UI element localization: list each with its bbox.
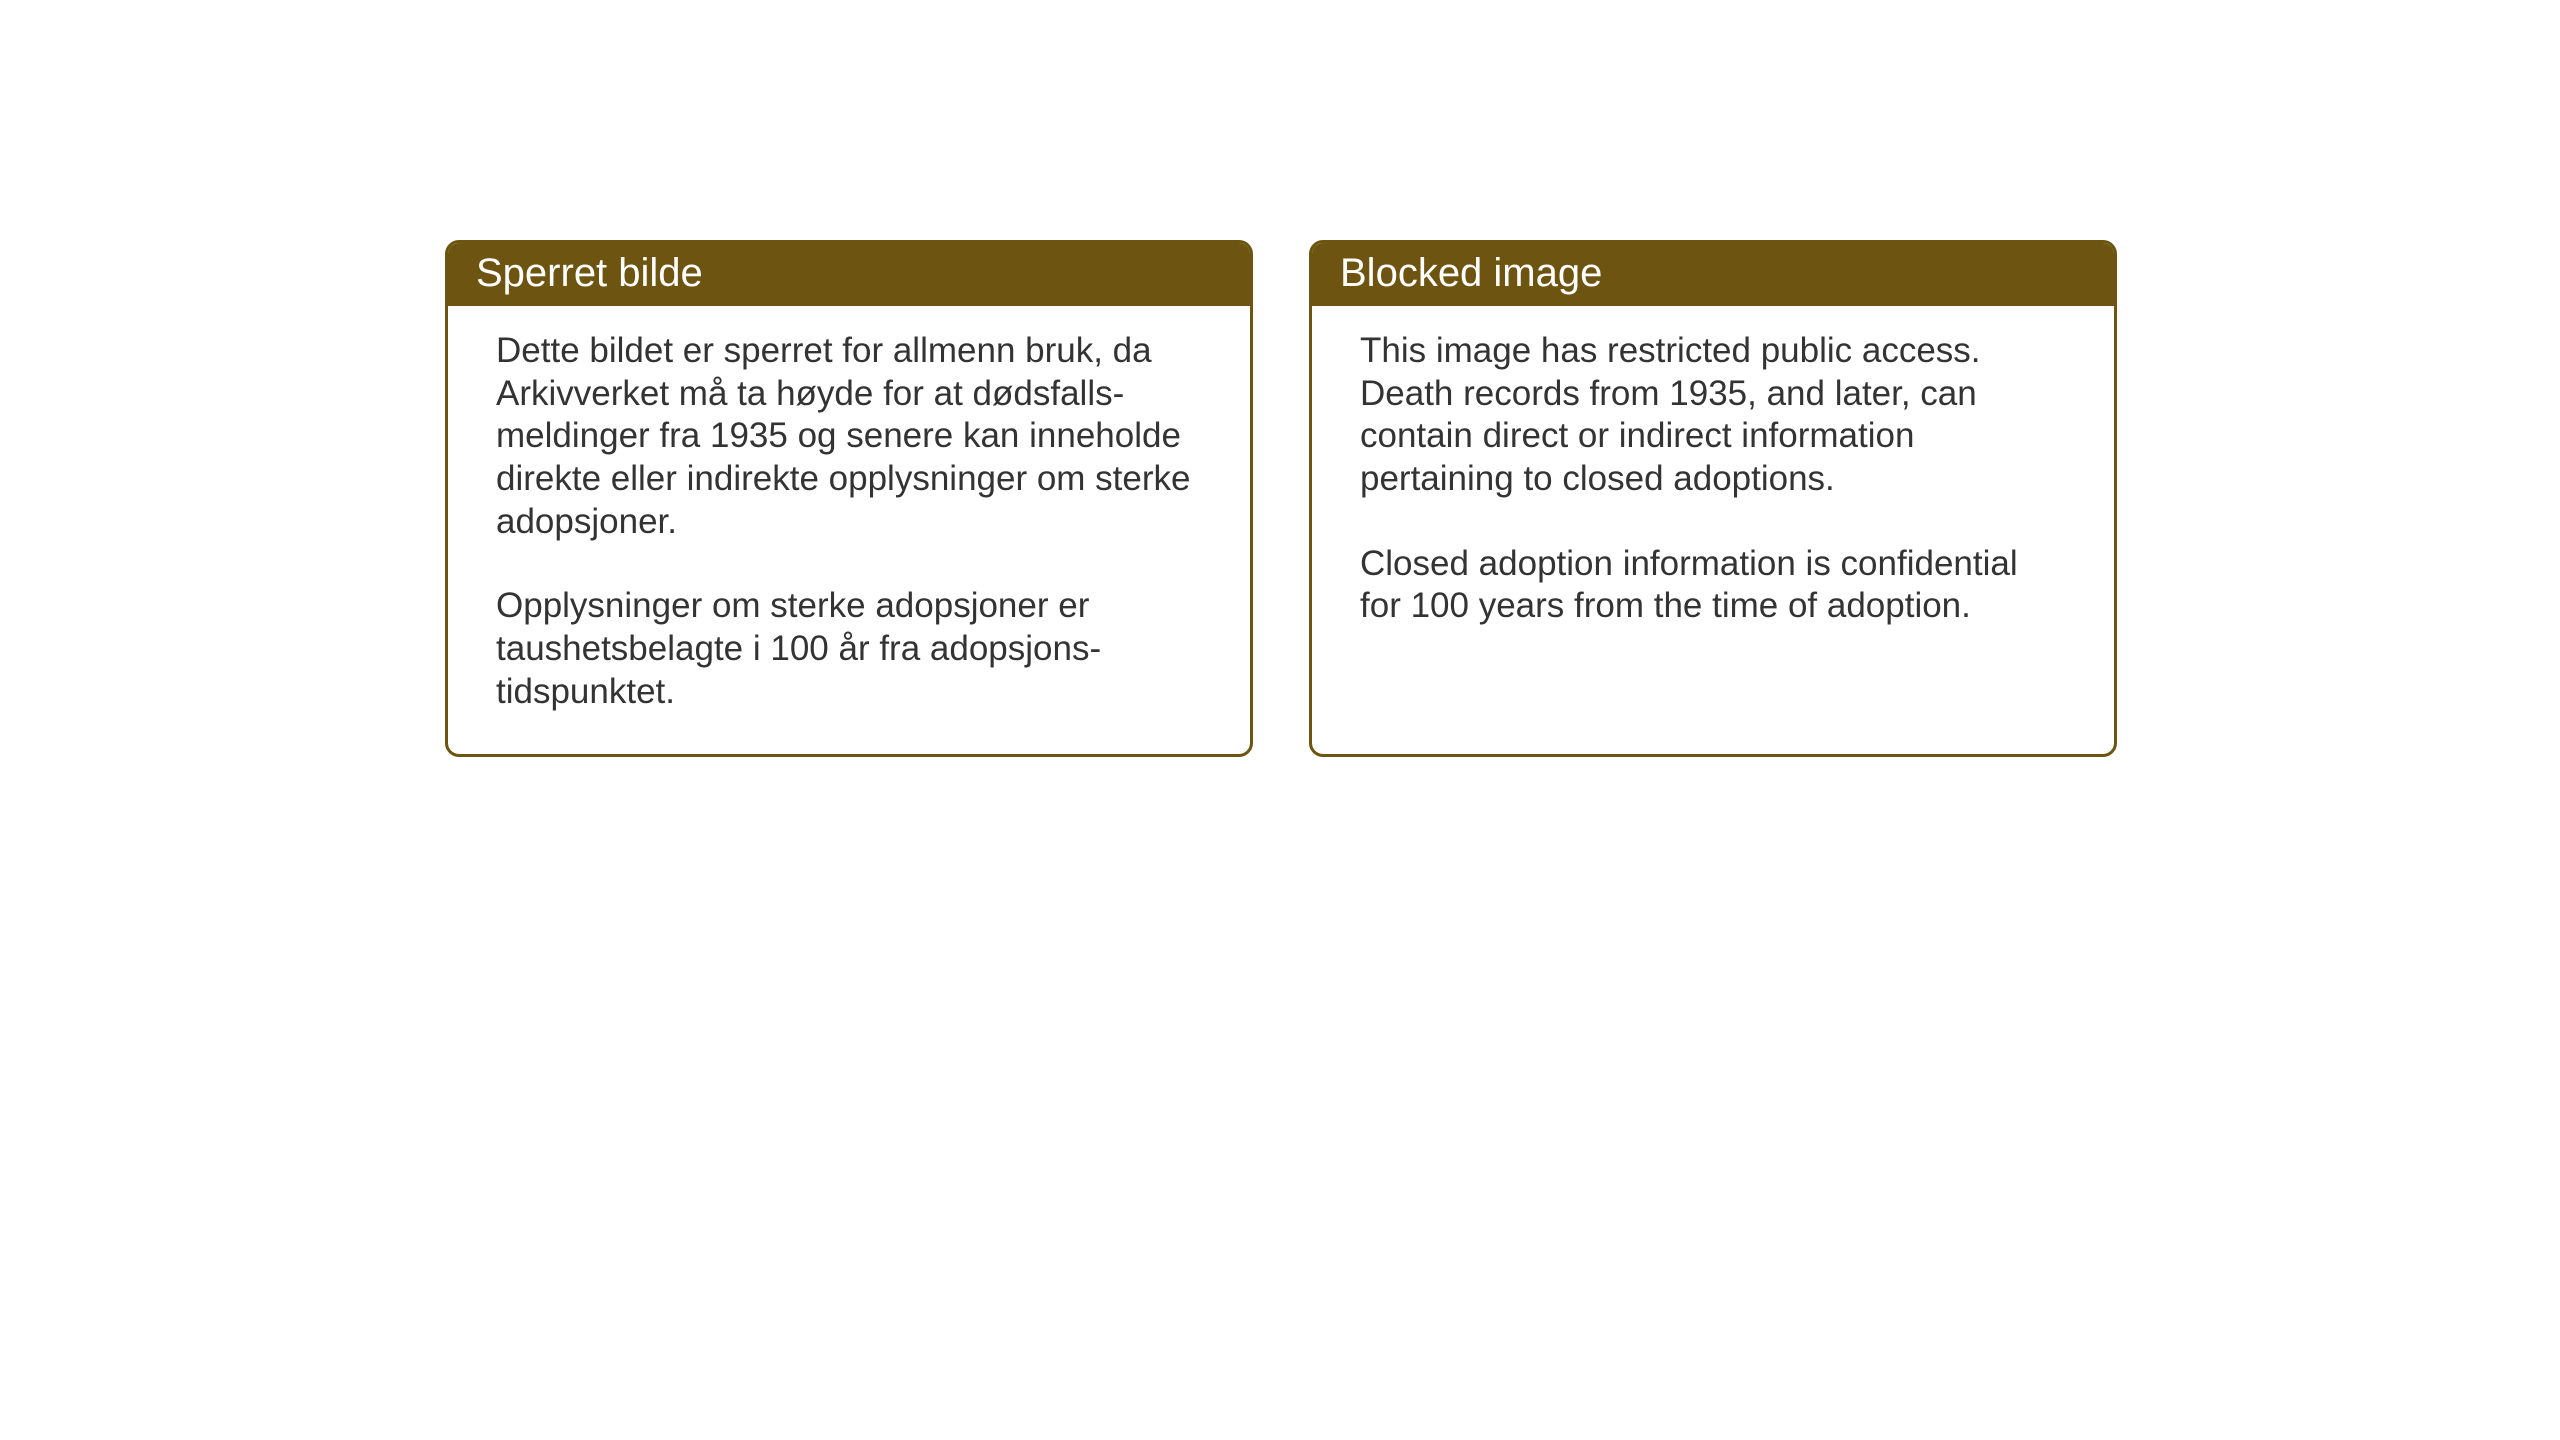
notice-title-english: Blocked image bbox=[1340, 251, 1602, 295]
notice-paragraph1-norwegian: Dette bildet er sperret for allmenn bruk… bbox=[496, 330, 1202, 543]
notice-header-norwegian: Sperret bilde bbox=[448, 243, 1250, 306]
notice-paragraph1-english: This image has restricted public access.… bbox=[1360, 330, 2066, 501]
notice-header-english: Blocked image bbox=[1312, 243, 2114, 306]
notice-box-norwegian: Sperret bilde Dette bildet er sperret fo… bbox=[445, 240, 1253, 757]
notice-title-norwegian: Sperret bilde bbox=[476, 251, 703, 295]
notice-body-english: This image has restricted public access.… bbox=[1312, 306, 2114, 668]
notice-body-norwegian: Dette bildet er sperret for allmenn bruk… bbox=[448, 306, 1250, 754]
notice-paragraph2-norwegian: Opplysninger om sterke adopsjoner er tau… bbox=[496, 585, 1202, 713]
notice-paragraph2-english: Closed adoption information is confident… bbox=[1360, 543, 2066, 628]
notice-box-english: Blocked image This image has restricted … bbox=[1309, 240, 2117, 757]
notices-container: Sperret bilde Dette bildet er sperret fo… bbox=[445, 240, 2117, 757]
